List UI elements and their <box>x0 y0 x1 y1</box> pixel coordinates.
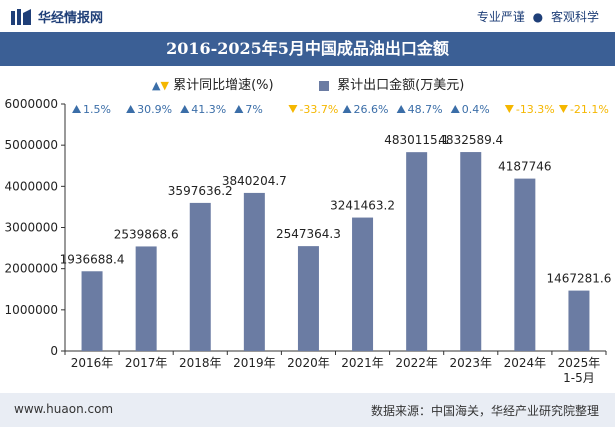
bar <box>189 202 211 351</box>
triangle-down-icon: ▼ <box>160 79 169 92</box>
x-tick-label: 2023年 <box>449 356 492 370</box>
slogan: 专业严谨 ● 客观科学 <box>477 8 599 25</box>
logo-icon <box>11 9 31 25</box>
title-bar: 2016-2025年5月中国成品油出口金额 <box>0 32 615 66</box>
growth-down-marker <box>558 105 568 113</box>
data-source: 数据来源：中国海关，华经产业研究院整理 <box>370 404 599 418</box>
bar-value-label: 2539868.6 <box>114 227 179 241</box>
x-tick-label: 2025年 1-5月 <box>558 356 601 385</box>
bar <box>243 192 265 351</box>
bar-value-label: 3241463.2 <box>330 199 395 213</box>
slogan-right: 客观科学 <box>550 10 599 24</box>
growth-label: -21.1% <box>570 103 609 116</box>
growth-label: -13.3% <box>516 103 555 116</box>
legend-growth-label: 累计同比增速(%) <box>173 78 274 93</box>
growth-label: 48.7% <box>408 103 443 116</box>
bar-value-label: 3597636.2 <box>168 184 233 198</box>
y-tick-label: 5000000 <box>5 138 58 152</box>
growth-up-marker <box>72 105 82 113</box>
y-tick-label: 2000000 <box>5 262 58 276</box>
bar-value-label: 3840204.7 <box>222 174 287 188</box>
growth-label: 1.5% <box>83 103 111 116</box>
growth-up-marker <box>126 105 136 113</box>
chart-title: 2016-2025年5月中国成品油出口金额 <box>166 39 449 58</box>
bar-value-label: 2547364.3 <box>276 227 341 241</box>
growth-label: 26.6% <box>354 103 389 116</box>
growth-label: 30.9% <box>137 103 172 116</box>
x-tick-label: 2018年 <box>179 356 222 370</box>
x-tick-label: 2022年 <box>395 356 438 370</box>
slogan-left: 专业严谨 <box>476 10 525 24</box>
growth-down-marker <box>288 105 298 113</box>
growth-label: 41.3% <box>191 103 226 116</box>
x-tick-label: 2019年 <box>233 356 276 370</box>
growth-down-marker <box>504 105 514 113</box>
growth-up-marker <box>450 105 460 113</box>
x-tick-label: 2020年 <box>287 356 330 370</box>
legend-amount: 累计出口金额(万美元) <box>319 74 464 93</box>
growth-label: -33.7% <box>299 103 338 116</box>
y-tick-label: 6000000 <box>5 97 58 111</box>
slogan-separator: ● <box>532 10 544 24</box>
growth-up-marker <box>396 105 406 113</box>
growth-label: 0.4% <box>462 103 490 116</box>
triangle-up-icon: ▲ <box>152 79 161 92</box>
x-tick-label: 2017年 <box>125 356 168 370</box>
y-tick-label: 3000000 <box>5 221 58 235</box>
footer-bar: www.huaon.com 数据来源：中国海关，华经产业研究院整理 <box>0 393 615 427</box>
bar <box>568 290 590 351</box>
legend-amount-label: 累计出口金额(万美元) <box>337 78 465 93</box>
growth-label: 7% <box>245 103 262 116</box>
brand-name: 华经情报网 <box>38 11 104 26</box>
bar-value-label: 1936688.4 <box>60 252 125 266</box>
top-bar: 华经情报网 专业严谨 ● 客观科学 <box>0 0 615 32</box>
bar-chart: 0 1000000 2000000 3000000 4000000 5000000 6000… <box>5 97 612 385</box>
bar <box>514 178 536 351</box>
bar-value-label: 4830115.1 <box>384 133 449 147</box>
y-tick-label: 4000000 <box>5 179 58 193</box>
x-tick-label: 2016年 <box>71 356 114 370</box>
bar <box>406 152 428 351</box>
bar <box>135 246 157 351</box>
growth-up-marker <box>180 105 190 113</box>
y-tick-label: 1000000 <box>5 303 58 317</box>
x-tick-label: 2021年 <box>341 356 384 370</box>
bar <box>352 217 374 351</box>
bar <box>81 271 103 351</box>
y-tick-label: 0 <box>50 344 58 358</box>
bar-value-label: 1467281.6 <box>546 272 611 286</box>
legend-swatch <box>319 80 329 91</box>
site-url[interactable]: www.huaon.com <box>14 402 114 416</box>
growth-up-marker <box>342 105 352 113</box>
bar <box>297 246 319 351</box>
growth-up-marker <box>234 105 244 113</box>
chart-legend: ▲▼ 累计同比增速(%) 累计出口金额(万美元) <box>0 74 615 94</box>
bar <box>460 152 482 351</box>
bar-value-label: 4832589.4 <box>438 133 503 147</box>
x-tick-label: 2024年 <box>504 356 547 370</box>
bar-value-label: 4187746 <box>498 160 551 174</box>
legend-growth: ▲▼ 累计同比增速(%) <box>152 74 274 93</box>
